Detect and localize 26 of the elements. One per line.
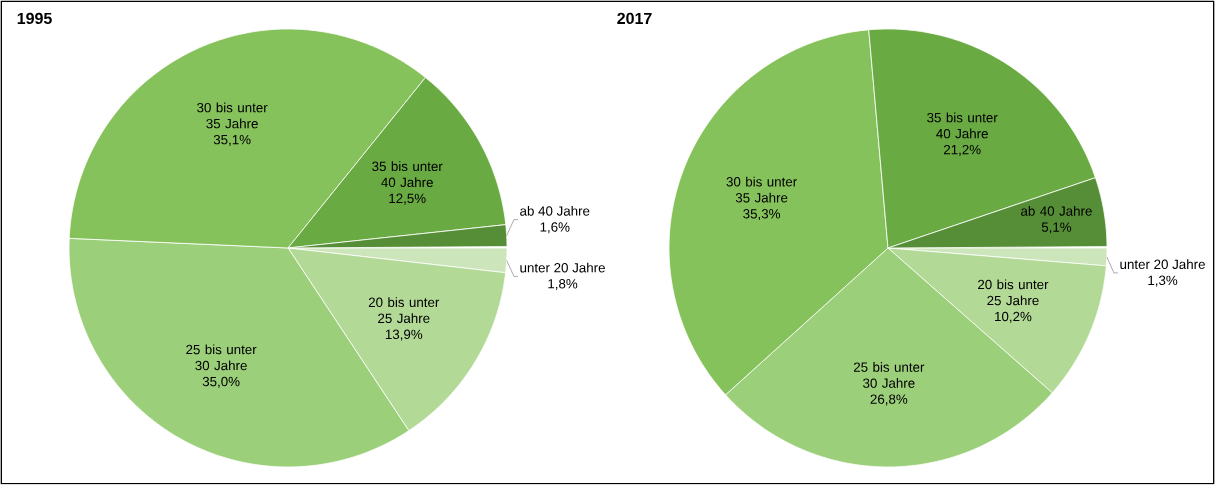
data-label: 35,0%	[202, 376, 240, 388]
slice-label: ab 40 Jahre	[1021, 206, 1092, 216]
slice-label: unter 20 Jahre	[1120, 259, 1205, 270]
slice-label: 30 bis unter 35 Jahre	[726, 176, 797, 203]
data-label: 5,1%	[1041, 222, 1072, 234]
data-label: 35,3%	[743, 209, 781, 221]
slice-label: 35 bis unter 40 Jahre	[927, 112, 998, 139]
slice-label: unter 20 Jahre	[520, 262, 605, 273]
slice-label: 35 bis unter 40 Jahre	[372, 161, 443, 188]
slice-label: 25 bis unter 30 Jahre	[186, 344, 257, 371]
data-label: 26,8%	[870, 394, 908, 406]
data-label: 1,3%	[1148, 275, 1178, 287]
slice-label: 20 bis unter 25 Jahre	[978, 279, 1049, 306]
slice-label: 20 bis unter 25 Jahre	[368, 297, 440, 324]
data-label: 1,8%	[548, 279, 578, 291]
chart-title: 2017	[617, 12, 652, 25]
slice-label: 30 bis unter 35 Jahre	[197, 102, 268, 129]
slice-label: 25 bis unter 30 Jahre	[853, 362, 925, 388]
data-label: 13,9%	[385, 329, 423, 341]
data-label: 12,5%	[389, 193, 426, 205]
data-label: 35,1%	[213, 134, 251, 146]
slice-label: ab 40 Jahre	[520, 205, 590, 216]
chart-title: 1995	[17, 12, 52, 25]
data-label: 21,2%	[943, 144, 981, 156]
data-label: 10,2%	[995, 311, 1032, 323]
data-label: 1,6%	[540, 222, 570, 234]
